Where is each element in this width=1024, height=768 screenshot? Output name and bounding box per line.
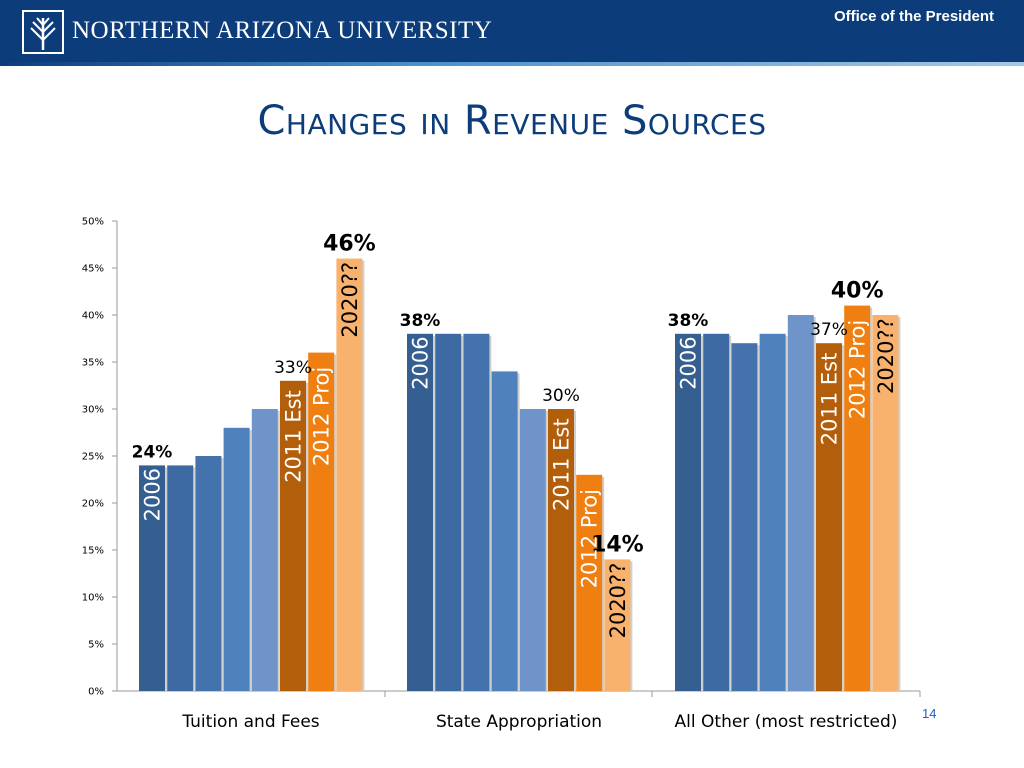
y-tick-label: 5% xyxy=(88,640,104,651)
bar xyxy=(604,559,631,691)
series-label: 2020?? xyxy=(606,563,630,639)
slide-title: Changes in Revenue Sources xyxy=(257,98,767,144)
series-label: 2020?? xyxy=(874,318,898,394)
bar xyxy=(872,315,899,691)
bar xyxy=(703,333,730,691)
series-label: 2012 Proj xyxy=(846,320,870,419)
bar xyxy=(519,409,546,691)
data-label: 30% xyxy=(542,386,580,406)
series-label: 2011 Est xyxy=(550,418,574,511)
bar xyxy=(139,465,165,691)
series-label: 2020?? xyxy=(338,262,362,338)
y-tick-label: 35% xyxy=(82,358,104,369)
data-label: 46% xyxy=(323,232,376,257)
university-name: NORTHERN ARIZONA UNIVERSITY xyxy=(72,17,493,44)
bar xyxy=(675,333,701,691)
y-tick-label: 30% xyxy=(82,405,104,416)
bar xyxy=(407,333,433,691)
series-label: 2006 xyxy=(409,336,433,389)
bar xyxy=(816,343,842,691)
y-tick-label: 40% xyxy=(82,311,104,322)
data-label: 37% xyxy=(810,320,848,340)
bar xyxy=(308,352,335,691)
bar xyxy=(491,371,518,691)
bar xyxy=(787,315,814,691)
bar xyxy=(195,456,222,691)
header-rule xyxy=(0,62,1024,66)
y-tick-label: 45% xyxy=(82,264,104,275)
bar xyxy=(336,258,363,691)
bar xyxy=(759,333,786,691)
bar xyxy=(280,380,306,691)
page-number: 14 xyxy=(922,706,937,721)
bar xyxy=(167,465,194,691)
y-tick-label: 50% xyxy=(82,217,104,228)
bar xyxy=(251,409,278,691)
bar xyxy=(223,427,250,691)
data-label: 40% xyxy=(831,279,884,304)
x-category-label: State Appropriation xyxy=(436,712,602,732)
series-label: 2012 Proj xyxy=(310,367,334,466)
bar xyxy=(548,409,574,691)
series-label: 2011 Est xyxy=(282,390,306,483)
bar xyxy=(463,333,490,691)
data-label: 24% xyxy=(132,442,173,462)
y-tick-label: 20% xyxy=(82,499,104,510)
data-label: 38% xyxy=(668,311,709,331)
bar xyxy=(576,474,603,691)
series-label: 2006 xyxy=(141,468,165,521)
office-label: Office of the President xyxy=(833,8,994,25)
y-tick-label: 0% xyxy=(88,687,104,698)
university-logo-icon xyxy=(22,10,64,54)
x-category-label: Tuition and Fees xyxy=(181,712,319,732)
bar xyxy=(731,343,758,691)
y-tick-label: 25% xyxy=(82,452,104,463)
data-label: 38% xyxy=(400,311,441,331)
data-label: 33% xyxy=(274,358,312,378)
y-tick-label: 10% xyxy=(82,593,104,604)
series-label: 2011 Est xyxy=(818,353,842,446)
data-label: 14% xyxy=(591,532,644,557)
x-category-label: All Other (most restricted) xyxy=(675,712,898,732)
bar xyxy=(435,333,462,691)
series-label: 2012 Proj xyxy=(578,489,602,588)
y-tick-label: 15% xyxy=(82,546,104,557)
header-bar xyxy=(0,0,1024,62)
bar xyxy=(844,305,871,691)
series-label: 2006 xyxy=(677,336,701,389)
